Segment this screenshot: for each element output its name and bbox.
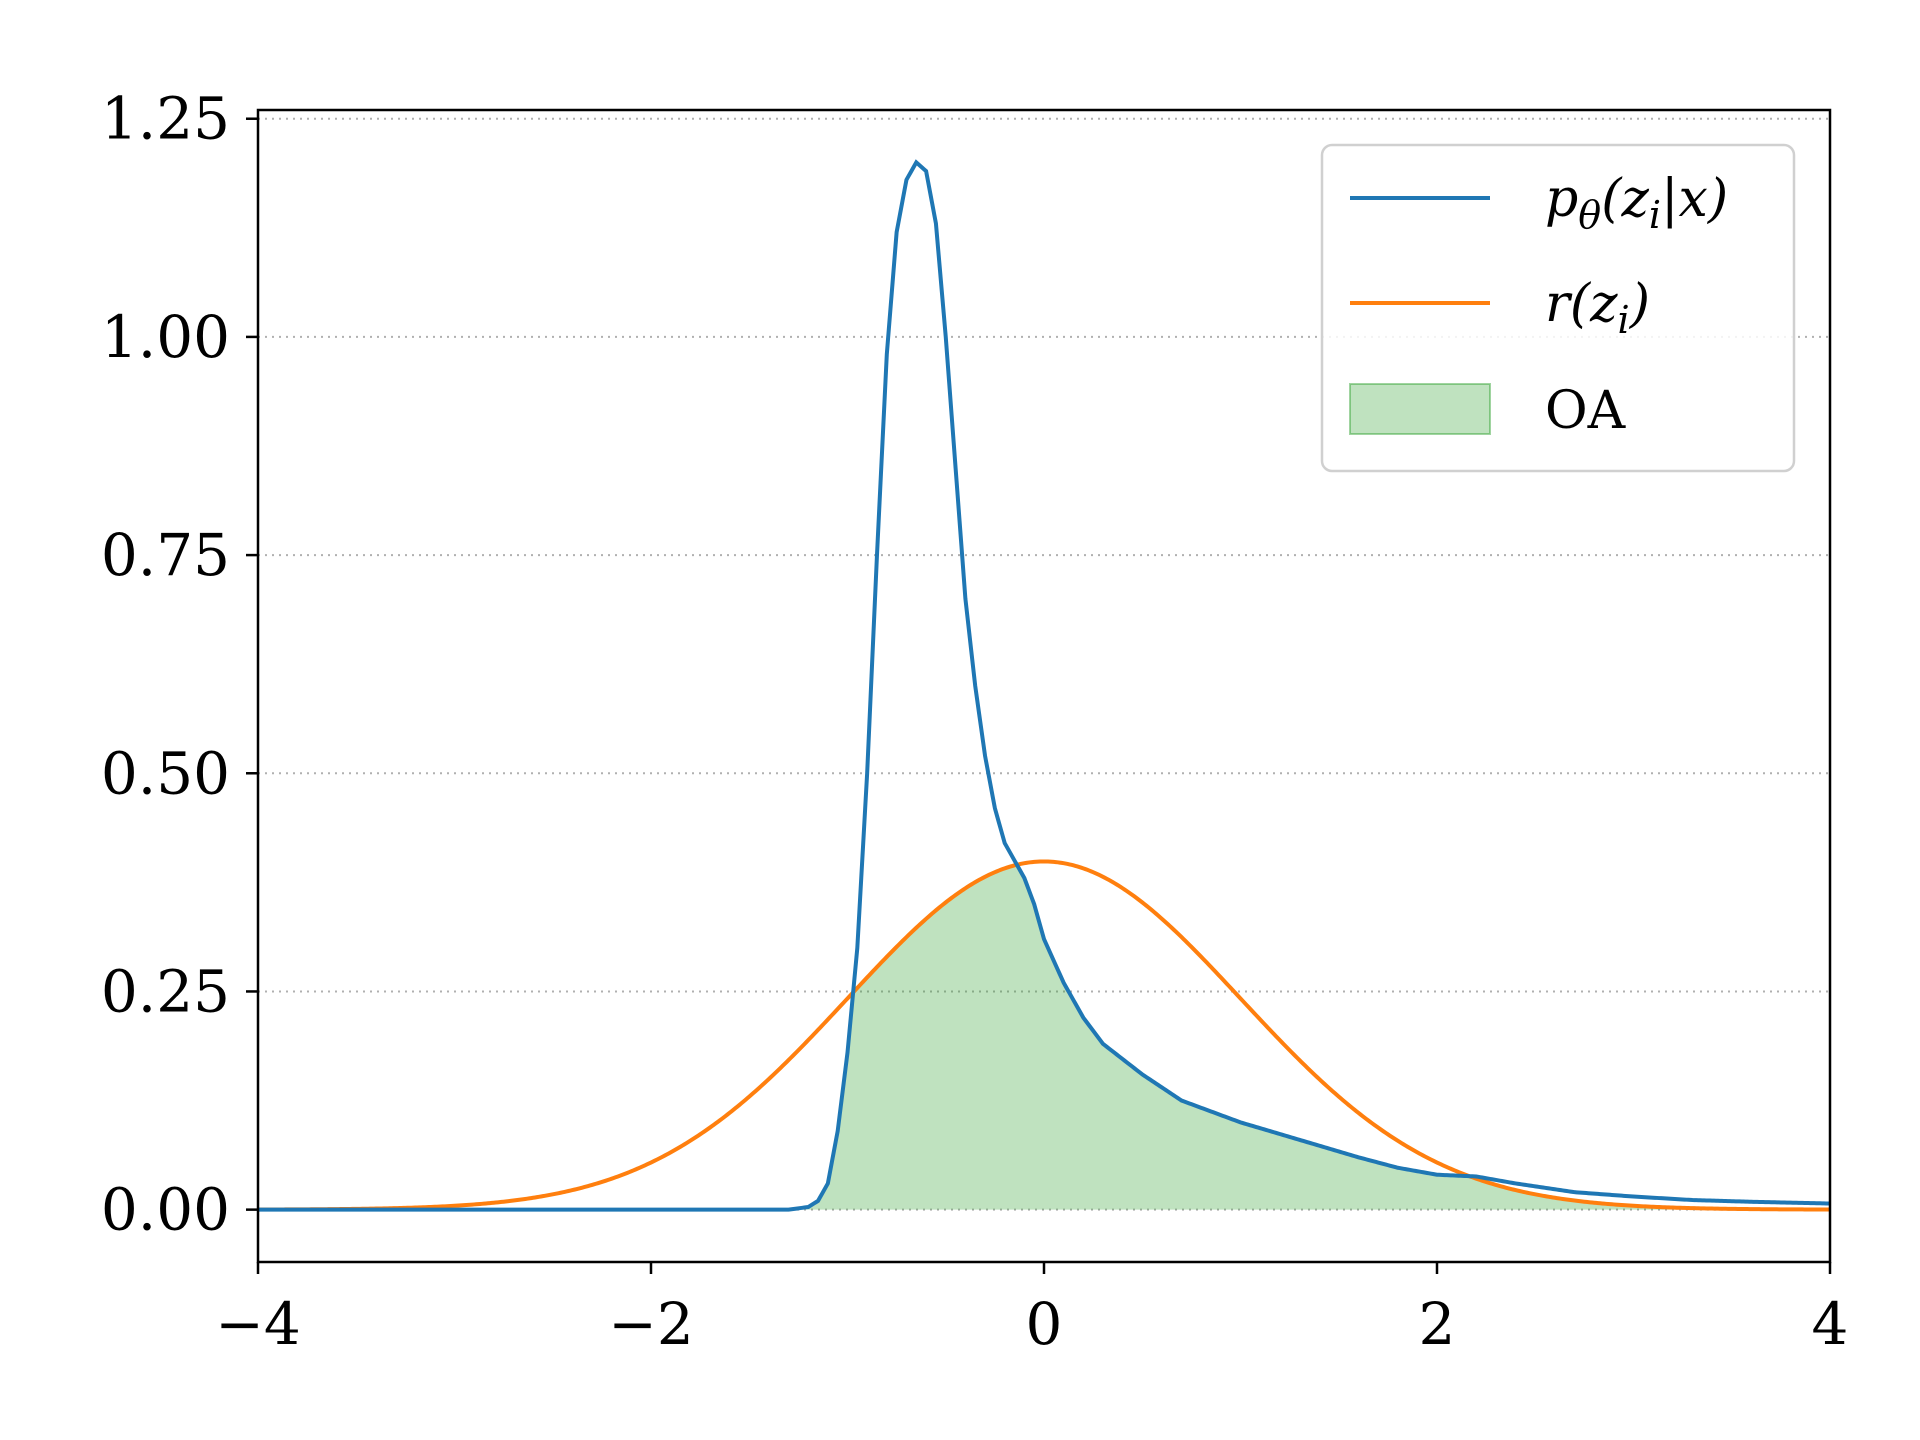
x-tick-label: −2 xyxy=(608,1290,694,1358)
x-axis-ticks: −4 −2 0 2 4 xyxy=(215,1262,1848,1358)
legend-label-oa: OA xyxy=(1545,381,1627,441)
legend-swatch-oa xyxy=(1349,383,1491,435)
y-tick-label: 1.00 xyxy=(101,303,230,371)
x-tick-label: 4 xyxy=(1812,1290,1849,1358)
series-line-r xyxy=(257,859,1831,1212)
y-tick-label: 0.00 xyxy=(101,1176,230,1244)
y-tick-label: 0.50 xyxy=(101,739,230,807)
overlap-area-fill xyxy=(258,864,1830,1210)
x-tick-label: 2 xyxy=(1419,1290,1456,1358)
x-tick-label: 0 xyxy=(1026,1290,1063,1358)
legend-label-p: pθ(zi|x) xyxy=(1545,169,1728,237)
legend-label-r: r(zi) xyxy=(1545,274,1650,342)
series-line-p xyxy=(258,159,1831,1212)
legend: pθ(zi|x) r(zi) OA xyxy=(1320,143,1796,473)
x-tick-label: −4 xyxy=(215,1290,301,1358)
y-axis-ticks: 0.00 0.25 0.50 0.75 1.00 1.25 xyxy=(101,85,258,1244)
legend-box xyxy=(1320,143,1796,473)
y-tick-label: 1.25 xyxy=(101,85,230,153)
y-tick-label: 0.25 xyxy=(101,957,230,1025)
y-tick-label: 0.75 xyxy=(101,521,230,589)
